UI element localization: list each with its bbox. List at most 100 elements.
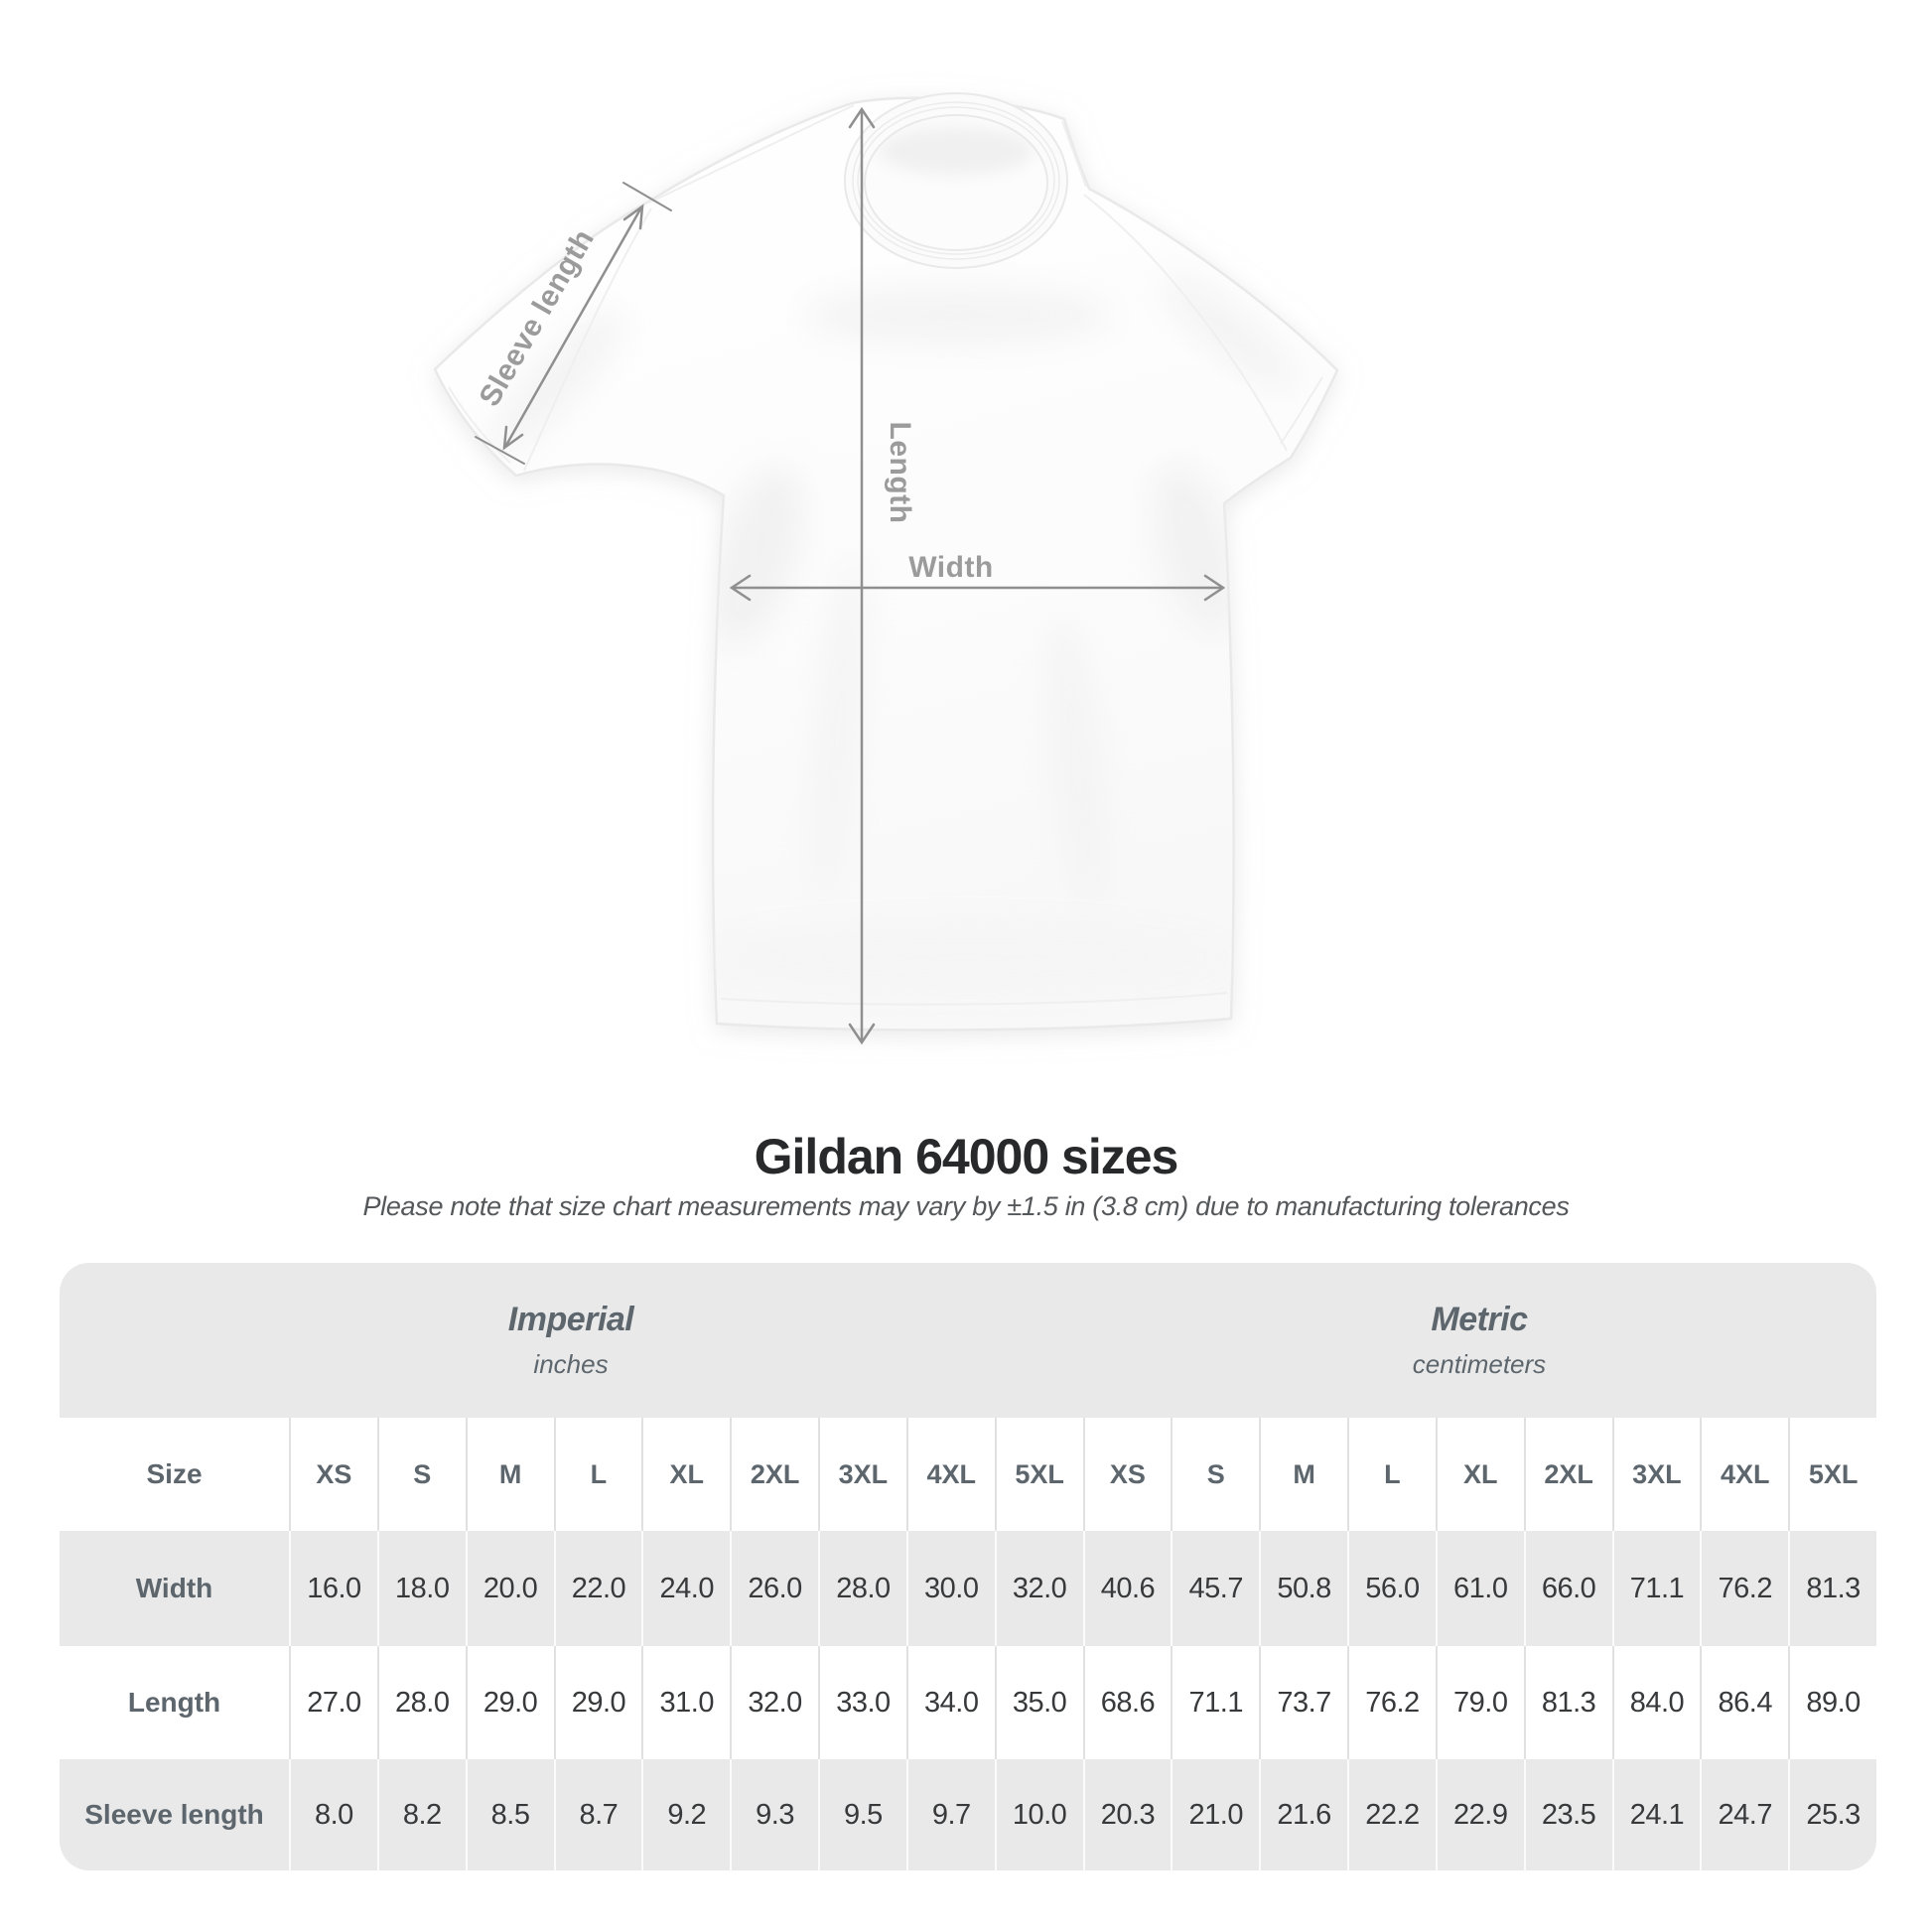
- measurement-value: 34.0: [905, 1646, 995, 1759]
- measurement-value: 79.0: [1435, 1646, 1524, 1759]
- measurement-value: 35.0: [994, 1646, 1083, 1759]
- measurement-value: 71.1: [1611, 1531, 1701, 1646]
- measurement-value: 30.0: [905, 1531, 995, 1646]
- imperial-sublabel: inches: [533, 1349, 609, 1379]
- measurement-value: 9.7: [905, 1759, 995, 1870]
- measurement-value: 20.3: [1082, 1759, 1172, 1870]
- measurement-value: 56.0: [1347, 1531, 1436, 1646]
- table-row: Width 16.0 18.0 20.0 22.0 24.0 26.0 28.0 30.0 32.…: [60, 1531, 1876, 1646]
- metric-sublabel: centimeters: [1412, 1349, 1547, 1379]
- table-row: Sleeve length 8.0 8.2 8.5 8.7 9.2 9.3 9.5 9.7 10.…: [60, 1759, 1876, 1870]
- size-column-header: XS: [1082, 1418, 1172, 1531]
- measurement-value: 21.0: [1171, 1759, 1259, 1870]
- size-column-header: 4XL: [905, 1418, 995, 1531]
- measurement-value: 40.6: [1082, 1531, 1172, 1646]
- measurement-value: 76.2: [1347, 1646, 1436, 1759]
- measurement-value: 50.8: [1259, 1531, 1347, 1646]
- tshirt-seams: [448, 104, 1323, 1006]
- measurement-value: 24.1: [1611, 1759, 1701, 1870]
- measurement-value: 29.0: [465, 1646, 554, 1759]
- size-column-header: 3XL: [1611, 1418, 1701, 1531]
- length-arrow: [848, 106, 876, 1045]
- measurement-value: 9.5: [818, 1759, 906, 1870]
- measurement-value: 22.0: [553, 1531, 642, 1646]
- measurement-value: 28.0: [376, 1646, 466, 1759]
- measurement-value: 71.1: [1171, 1646, 1259, 1759]
- row-label: Length: [127, 1687, 221, 1718]
- size-chart-table: Imperial inches Metric centimeters Size X…: [60, 1263, 1876, 1870]
- table-row: Length 27.0 28.0 29.0 29.0 31.0 32.0 33.0 34.0 35…: [60, 1646, 1876, 1759]
- measurement-value: 66.0: [1523, 1531, 1612, 1646]
- measurement-value: 9.2: [641, 1759, 730, 1870]
- measurement-value: 16.0: [289, 1531, 377, 1646]
- metric-label: Metric: [1431, 1301, 1528, 1338]
- measurement-value: 10.0: [994, 1759, 1083, 1870]
- size-column-header: 5XL: [994, 1418, 1083, 1531]
- measurement-value: 68.6: [1082, 1646, 1172, 1759]
- size-column-header: L: [1347, 1418, 1436, 1531]
- measurement-value: 29.0: [553, 1646, 642, 1759]
- measurement-value: 8.7: [553, 1759, 642, 1870]
- size-column-header: S: [1171, 1418, 1259, 1531]
- measurement-value: 8.0: [289, 1759, 377, 1870]
- measurement-value: 8.2: [376, 1759, 466, 1870]
- measurement-value: 45.7: [1171, 1531, 1259, 1646]
- measurement-value: 22.9: [1435, 1759, 1524, 1870]
- size-column-header: 2XL: [1523, 1418, 1612, 1531]
- size-column-header: 3XL: [818, 1418, 906, 1531]
- measurement-value: 8.5: [465, 1759, 554, 1870]
- size-column-header: XS: [289, 1418, 377, 1531]
- size-grid: Size XS S M L XL 2XL 3XL 4XL 5XL XS S M L XL 2XL 3XL 4XL 5…: [60, 1418, 1876, 1870]
- measurement-value: 24.0: [641, 1531, 730, 1646]
- size-column-header: 4XL: [1700, 1418, 1788, 1531]
- measurement-value: 32.0: [994, 1531, 1083, 1646]
- size-column-header: S: [376, 1418, 466, 1531]
- measurement-value: 81.3: [1788, 1531, 1876, 1646]
- unit-band: Imperial inches Metric centimeters: [60, 1263, 1876, 1418]
- row-label: Sleeve length: [84, 1799, 264, 1830]
- row-label: Width: [135, 1573, 213, 1603]
- measurement-value: 22.2: [1347, 1759, 1436, 1870]
- measurement-value: 84.0: [1611, 1646, 1701, 1759]
- length-dimension-label: Length: [884, 422, 916, 524]
- measurement-value: 27.0: [289, 1646, 377, 1759]
- measurement-value: 18.0: [376, 1531, 466, 1646]
- measurement-value: 89.0: [1788, 1646, 1876, 1759]
- size-column-header: 5XL: [1788, 1418, 1876, 1531]
- measurement-value: 23.5: [1523, 1759, 1612, 1870]
- measurement-value: 28.0: [818, 1531, 906, 1646]
- sleeve-length-arrow: [475, 182, 672, 465]
- tshirt-collar: [844, 92, 1069, 269]
- page-title: Gildan 64000 sizes: [754, 1129, 1179, 1184]
- tolerance-note: Please note that size chart measurements…: [362, 1191, 1570, 1221]
- size-header-label: Size: [146, 1458, 203, 1489]
- size-column-header: M: [465, 1418, 554, 1531]
- tshirt-measurement-diagram: Width Length Sleeve length: [433, 92, 1339, 1045]
- measurement-value: 33.0: [818, 1646, 906, 1759]
- measurement-value: 73.7: [1259, 1646, 1347, 1759]
- measurement-value: 32.0: [730, 1646, 818, 1759]
- measurement-value: 26.0: [730, 1531, 818, 1646]
- size-column-header: 2XL: [730, 1418, 818, 1531]
- tshirt-graphic: [433, 92, 1339, 1032]
- measurement-value: 81.3: [1523, 1646, 1612, 1759]
- width-dimension-label: Width: [908, 551, 994, 584]
- size-column-header: L: [553, 1418, 642, 1531]
- measurement-value: 25.3: [1788, 1759, 1876, 1870]
- size-column-header: XL: [1435, 1418, 1524, 1531]
- size-header-row: Size XS S M L XL 2XL 3XL 4XL 5XL XS S M L XL 2XL 3XL 4XL 5…: [60, 1418, 1876, 1531]
- measurement-value: 61.0: [1435, 1531, 1524, 1646]
- measurement-value: 76.2: [1700, 1531, 1788, 1646]
- measurement-value: 31.0: [641, 1646, 730, 1759]
- size-column-header: XL: [641, 1418, 730, 1531]
- measurement-value: 86.4: [1700, 1646, 1788, 1759]
- measurement-value: 21.6: [1259, 1759, 1347, 1870]
- imperial-label: Imperial: [507, 1301, 634, 1338]
- width-arrow: [729, 574, 1226, 602]
- measurement-value: 24.7: [1700, 1759, 1788, 1870]
- measurement-value: 9.3: [730, 1759, 818, 1870]
- imperial-unit-group: Imperial inches: [60, 1263, 1082, 1418]
- metric-unit-group: Metric centimeters: [1082, 1263, 1876, 1418]
- size-column-header: M: [1259, 1418, 1347, 1531]
